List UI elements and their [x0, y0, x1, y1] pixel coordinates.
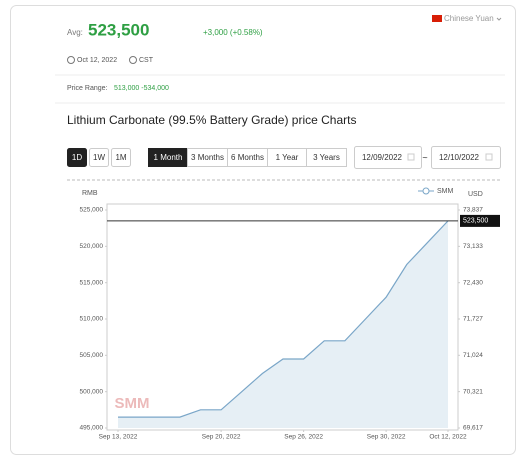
y-tick-label: 495,000 [80, 425, 104, 432]
button-label: 1W [93, 153, 105, 162]
page-title: Lithium Carbonate (99.5% Battery Grade) … [67, 113, 356, 127]
y-tick-label: 520,000 [80, 243, 104, 250]
date-separator: ~ [422, 152, 427, 162]
x-tick-label: Sep 20, 2022 [202, 434, 241, 441]
range-button[interactable]: 3 Years [306, 148, 347, 167]
y2-tick-label: 71,727 [463, 316, 483, 323]
x-tick-label: Sep 13, 2022 [99, 434, 138, 441]
date-to: 12/10/2022 [439, 153, 480, 162]
button-label: 1 Month [154, 153, 183, 162]
button-label: 6 Months [231, 153, 264, 162]
date-input[interactable]: 12/10/2022 [431, 146, 501, 169]
button-label: 1D [72, 153, 82, 162]
x-tick-label: Oct 12, 2022 [429, 434, 467, 441]
x-tick-label: Sep 26, 2022 [284, 434, 323, 441]
y-tick-label: 505,000 [80, 352, 104, 359]
button-label: 1 Year [276, 153, 299, 162]
y2-tick-label: 69,617 [463, 425, 483, 432]
y2-tick-label: 73,133 [463, 243, 483, 250]
avg-price: 523,500 [88, 20, 149, 39]
clock-icon [67, 56, 75, 64]
y2-axis-label: USD [468, 191, 483, 198]
y-axis-label: RMB [82, 190, 98, 197]
y-tick-label: 515,000 [80, 279, 104, 286]
y2-tick-label: 70,321 [463, 388, 483, 395]
x-tick-label: Sep 30, 2022 [367, 434, 406, 441]
interval-button[interactable]: 1M [111, 148, 131, 167]
y-tick-label: 510,000 [80, 316, 104, 323]
interval-button[interactable]: 1W [89, 148, 109, 167]
y2-tick-label: 71,024 [463, 352, 483, 359]
flag [432, 15, 442, 22]
globe-icon [129, 56, 137, 64]
chevron [496, 17, 502, 21]
range-button[interactable]: 3 Months [187, 148, 228, 167]
range-button[interactable]: 1 Year [267, 148, 307, 167]
area [118, 220, 448, 428]
button-label: 1M [115, 153, 126, 162]
y-tick-label: 525,000 [80, 207, 104, 214]
button-label: 3 Months [191, 153, 224, 162]
y-tick-label: 500,000 [80, 388, 104, 395]
date-from: 12/09/2022 [362, 153, 403, 162]
interval-button[interactable]: 1D [67, 148, 87, 167]
timezone: CST [139, 57, 154, 64]
price-tag-label: 523,500 [463, 218, 488, 225]
y2-tick-label: 72,430 [463, 279, 483, 286]
watermark: SMM [115, 395, 150, 412]
range-button[interactable]: 1 Month [148, 148, 188, 167]
legend-label: SMM [437, 188, 454, 195]
price-range: 513,000 -534,000 [114, 85, 169, 92]
plot-frame [106, 203, 459, 431]
avg-label: Avg: [67, 28, 83, 37]
currency[interactable]: Chinese Yuan [444, 14, 494, 23]
y2-tick-label: 73,837 [463, 207, 483, 214]
line [118, 220, 449, 418]
date: Oct 12, 2022 [77, 57, 117, 64]
price-range-label: Price Range: [67, 85, 108, 92]
button-label: 3 Years [313, 153, 340, 162]
legend-marker [422, 187, 430, 195]
range-button[interactable]: 6 Months [227, 148, 268, 167]
price-tag [460, 214, 500, 227]
date-input[interactable]: 12/09/2022 [354, 146, 422, 169]
price-change: +3,000 (+0.58%) [203, 28, 263, 37]
